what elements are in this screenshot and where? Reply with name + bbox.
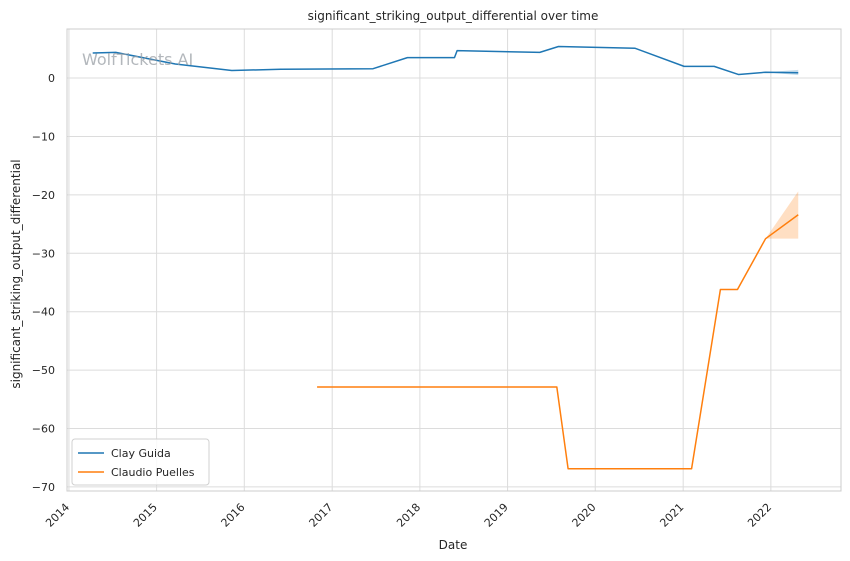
y-tick-label: −30 — [32, 247, 55, 260]
y-tick-label: −50 — [32, 364, 55, 377]
legend: Clay Guida Claudio Puelles — [71, 438, 210, 486]
series-line-clay-guida — [92, 45, 799, 76]
legend-label-clay-guida: Clay Guida — [111, 447, 171, 460]
x-axis-label: Date — [439, 538, 468, 552]
chart-title: significant_striking_output_differential… — [308, 9, 599, 23]
watermark-text: WolfTickets AI — [82, 50, 193, 69]
plot-frame — [66, 28, 842, 492]
series-lines — [92, 45, 799, 470]
grid — [67, 29, 841, 491]
y-tick-label: −10 — [32, 130, 55, 143]
y-axis-ticks: 0 −10 −20 −30 −40 −50 −60 −70 — [32, 72, 55, 494]
y-tick-label: −20 — [32, 189, 55, 202]
y-tick-label: −40 — [32, 306, 55, 319]
legend-label-claudio-puelles: Claudio Puelles — [111, 466, 195, 479]
y-tick-label: 0 — [48, 72, 55, 85]
y-axis-label: significant_striking_output_differential — [9, 159, 23, 388]
legend-box — [71, 438, 210, 486]
series-line-claudio-puelles — [317, 214, 799, 470]
y-tick-label: −60 — [32, 423, 55, 436]
y-tick-label: −70 — [32, 481, 55, 494]
ci-band-claudio-puelles — [765, 191, 799, 239]
